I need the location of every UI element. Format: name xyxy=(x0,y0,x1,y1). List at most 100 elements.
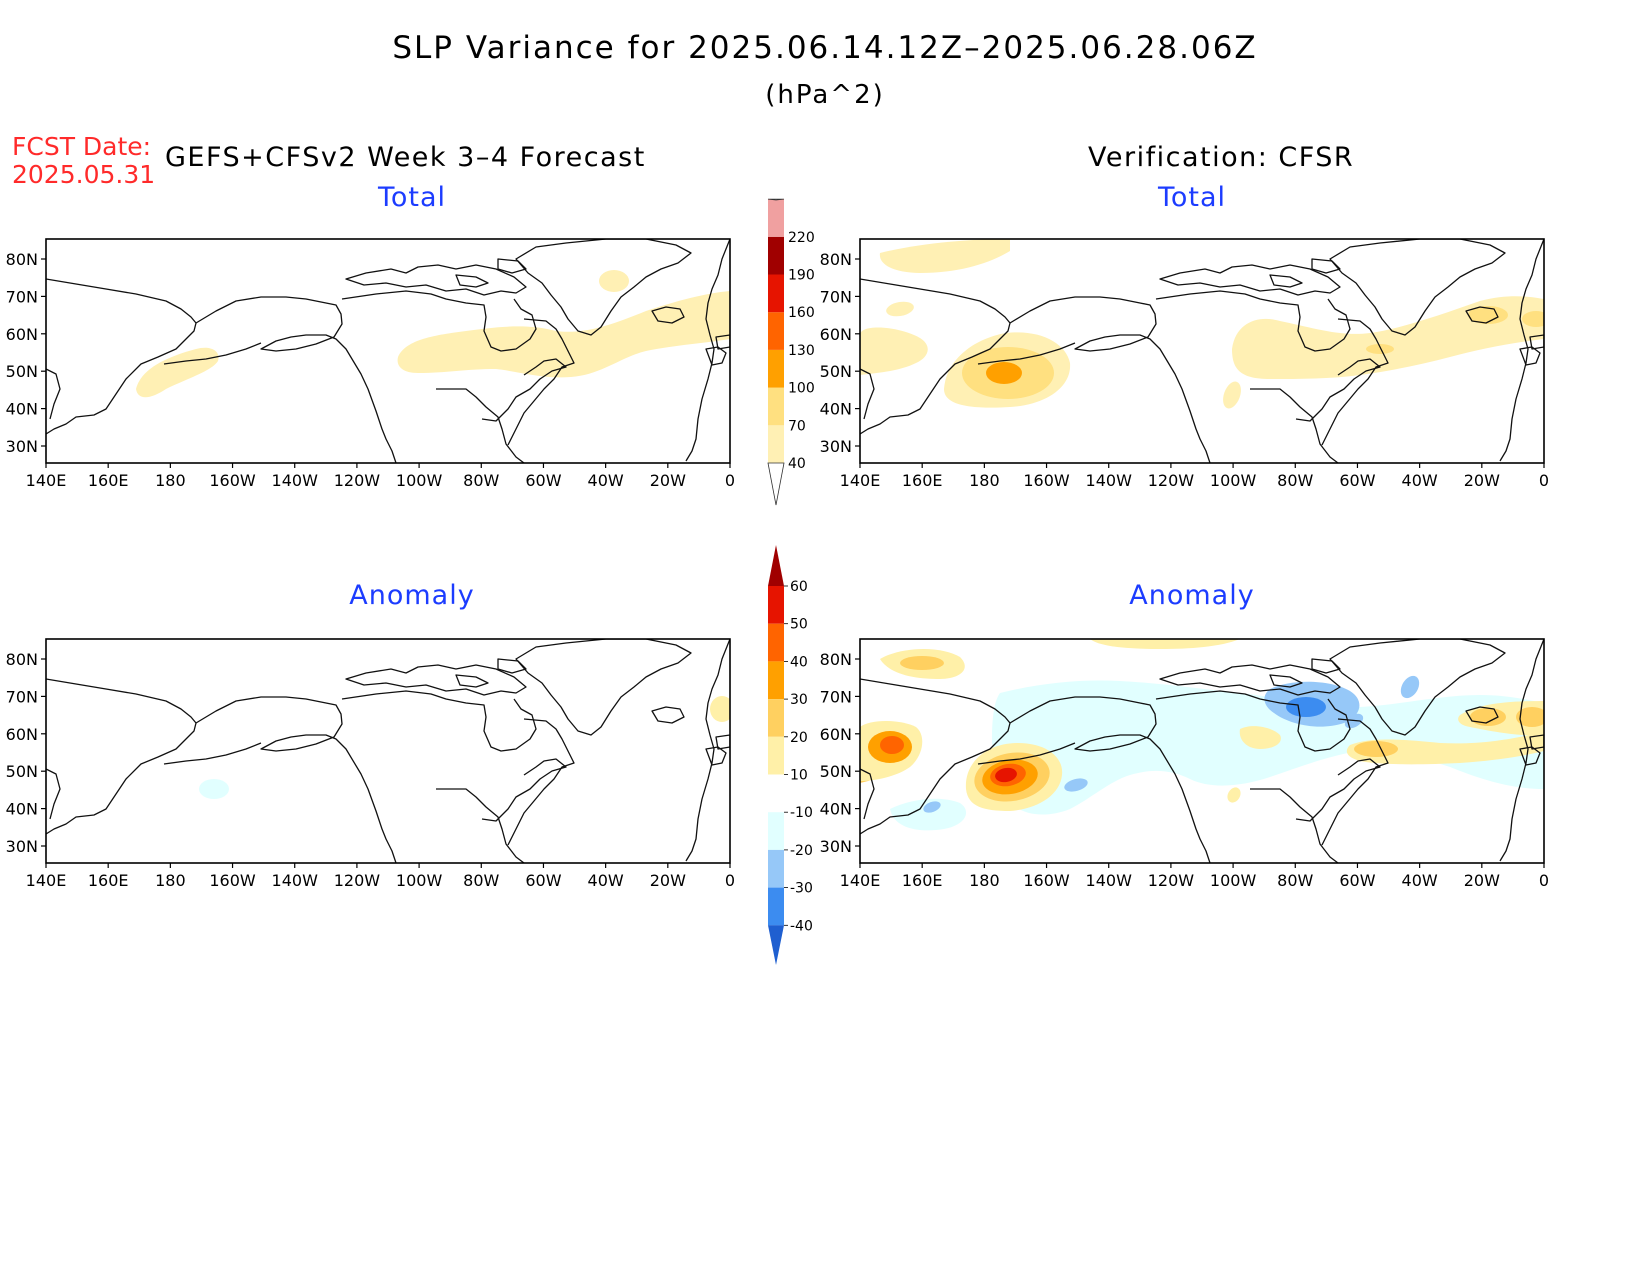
shade-hudson-atlantic xyxy=(1232,296,1544,379)
lat-tick-label: 40N xyxy=(820,800,852,819)
lon-tick-label: 120W xyxy=(334,871,381,890)
colorbar-swatch xyxy=(768,312,784,350)
lon-tick-label: 40W xyxy=(588,471,624,490)
lat-tick-label: 40N xyxy=(820,400,852,419)
lon-tick-label: 160E xyxy=(902,871,943,890)
lon-tick-label: 140E xyxy=(26,471,67,490)
lon-tick-label: 160E xyxy=(88,871,129,890)
model-label: GEFS+CFSv2 Week 3–4 Forecast xyxy=(165,142,646,173)
panel-title-verif-total: Total xyxy=(1157,182,1227,213)
shade-npac-neg-w xyxy=(890,798,967,831)
lat-tick-label: 30N xyxy=(820,437,852,456)
colorbar-tick-label: -30 xyxy=(790,881,813,897)
lon-tick-label: 140W xyxy=(272,471,319,490)
lon-tick-label: 140E xyxy=(840,871,881,890)
lon-tick-label: 160W xyxy=(209,471,256,490)
shade-atlantic-pos xyxy=(1346,735,1544,765)
shade-us-east-pos xyxy=(1227,787,1241,803)
shade-atlantic-pos-core xyxy=(1354,741,1398,757)
colorbar-tick-label: 40 xyxy=(790,654,808,670)
colorbar-swatch xyxy=(768,887,784,926)
lon-tick-label: 120W xyxy=(1148,871,1195,890)
lon-tick-label: 180 xyxy=(969,471,1000,490)
shade-okhotsk-pos-40 xyxy=(880,736,904,754)
lat-tick-label: 60N xyxy=(820,325,852,344)
lon-tick-label: 80W xyxy=(463,871,499,890)
lat-tick-label: 80N xyxy=(820,650,852,669)
shade-arctic-pos xyxy=(1090,639,1240,649)
lon-tick-label: 60W xyxy=(1339,471,1375,490)
units-label: (hPa^2) xyxy=(765,80,885,110)
colorbar-bottom-arrow xyxy=(768,925,784,965)
shade-atlantic-max xyxy=(1366,344,1394,354)
lon-tick-label: 140W xyxy=(272,871,319,890)
colorbar-anomaly: 60 50 40 30 20 10 -10 -20 -30 -40 xyxy=(768,545,813,965)
lat-tick-label: 50N xyxy=(820,362,852,381)
lon-tick-label: 100W xyxy=(396,471,443,490)
colorbar-swatch xyxy=(768,586,784,624)
lon-tick-label: 60W xyxy=(1339,871,1375,890)
shade-north-atlantic xyxy=(397,291,730,378)
panel-title-fcst-total: Total xyxy=(377,182,447,213)
colorbar-swatch xyxy=(768,849,784,888)
fcst-date-label: FCST Date: xyxy=(12,132,152,161)
shade-npac-max xyxy=(986,362,1022,384)
lat-tick-label: 60N xyxy=(820,725,852,744)
lon-tick-label: 0 xyxy=(1539,471,1549,490)
shade-iceland-max xyxy=(1468,306,1508,324)
colorbar-swatch xyxy=(768,623,784,662)
shade-npac-60 xyxy=(995,767,1017,783)
lat-tick-label: 60N xyxy=(6,725,38,744)
colorbar-tick-label: 220 xyxy=(788,230,815,246)
lon-tick-label: 0 xyxy=(1539,871,1549,890)
fcst-date-value: 2025.05.31 xyxy=(12,160,156,189)
lon-tick-label: 20W xyxy=(1464,471,1500,490)
lon-tick-label: 0 xyxy=(725,471,735,490)
shade-us-east xyxy=(1223,381,1241,409)
shade-hudson-neg-core xyxy=(1286,697,1326,717)
lat-tick-label: 40N xyxy=(6,800,38,819)
lat-tick-label: 60N xyxy=(6,325,38,344)
colorbar-tick-label: 10 xyxy=(790,768,808,784)
colorbar-swatch xyxy=(768,274,784,313)
lon-tick-label: 180 xyxy=(155,471,186,490)
colorbar-swatch xyxy=(768,661,784,700)
shade-europe-max xyxy=(1522,311,1544,327)
colorbar-tick-label: -40 xyxy=(790,918,813,934)
shade-kurils xyxy=(886,301,914,317)
colorbar-tick-label: -20 xyxy=(790,843,813,859)
colorbar-top-arrow xyxy=(767,198,785,201)
lon-tick-label: 140E xyxy=(26,871,67,890)
map-panel-verif-anomaly xyxy=(860,639,1544,863)
colorbar-tick-label: 30 xyxy=(790,692,808,708)
lon-tick-label: 160W xyxy=(1023,871,1070,890)
lon-tick-label: 80W xyxy=(463,471,499,490)
lon-tick-label: 80W xyxy=(1277,871,1313,890)
lat-tick-label: 50N xyxy=(820,762,852,781)
panel-title-fcst-anomaly: Anomaly xyxy=(349,580,475,611)
lon-tick-label: 20W xyxy=(650,471,686,490)
lon-tick-label: 100W xyxy=(396,871,443,890)
colorbar-tick-label: 130 xyxy=(788,343,815,359)
shade-europe-pos-30 xyxy=(1470,708,1506,726)
lon-tick-label: 0 xyxy=(725,871,735,890)
verification-label: Verification: CFSR xyxy=(1088,142,1355,173)
colorbar-bottom-arrow xyxy=(767,462,785,506)
colorbar-top-arrow xyxy=(768,545,784,586)
lat-tick-label: 50N xyxy=(6,762,38,781)
lat-tick-label: 70N xyxy=(6,687,38,706)
colorbar-swatch xyxy=(768,699,784,737)
map-frame xyxy=(45,238,731,464)
map-frame xyxy=(859,638,1545,864)
colorbar-swatch xyxy=(768,736,784,775)
colorbar-tick-label: 20 xyxy=(790,730,808,746)
lat-tick-label: 30N xyxy=(6,437,38,456)
lat-tick-label: 70N xyxy=(820,687,852,706)
lon-tick-label: 40W xyxy=(1402,871,1438,890)
map-panel-verif-total xyxy=(860,239,1544,463)
shade-npac-neg-e xyxy=(1064,778,1088,792)
lon-tick-label: 180 xyxy=(155,871,186,890)
lon-tick-label: 60W xyxy=(525,471,561,490)
lon-tick-label: 140W xyxy=(1086,871,1133,890)
colorbar-swatch xyxy=(768,425,784,463)
